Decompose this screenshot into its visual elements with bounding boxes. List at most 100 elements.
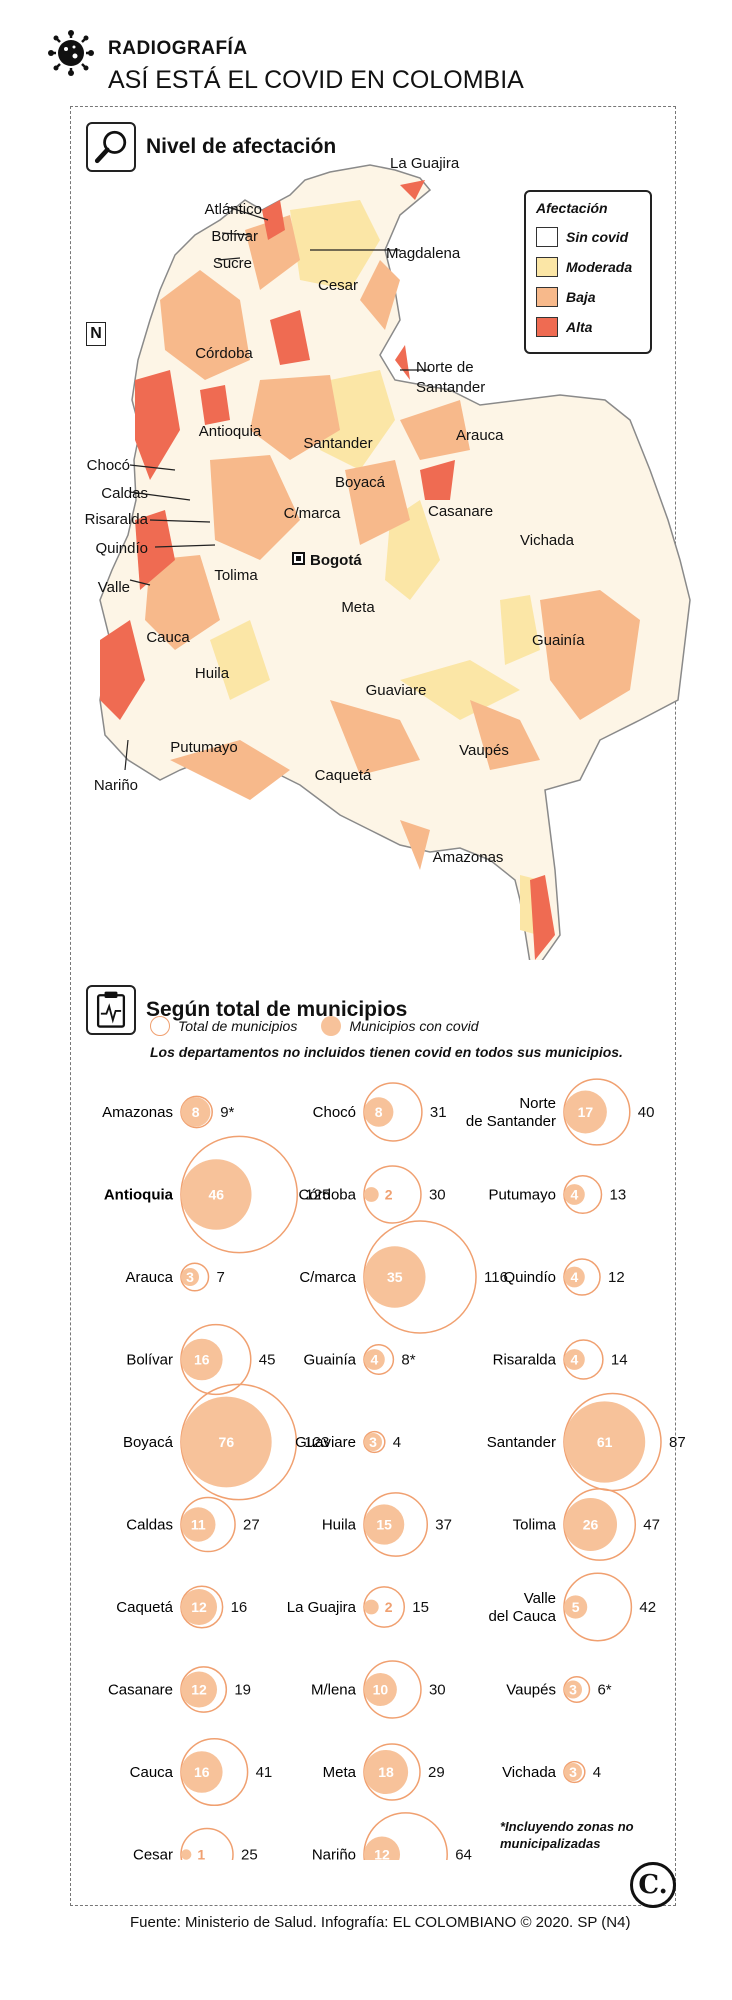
department-name: Caldas [126,1517,173,1534]
department-name: Arauca [125,1269,173,1286]
legend-swatch [536,287,558,307]
total-value: 116 [484,1269,508,1286]
department-name: M/lena [311,1682,357,1699]
covid-value: 16 [194,1352,210,1368]
department-name: Valle [524,1590,556,1607]
total-value: 7 [217,1269,225,1286]
clipboard-icon [86,985,136,1035]
total-value: 47 [643,1517,660,1534]
total-value: 19 [234,1682,251,1699]
covid-bubble [364,1836,401,1860]
covid-value: 26 [583,1517,599,1533]
map-high-areas [100,180,555,960]
covid-bubble [564,1595,588,1619]
legend-title: Afectación [536,200,608,216]
map-label: Nariño [94,777,138,794]
map-label: Santander [303,435,372,452]
department-name: Cauca [130,1764,174,1781]
covid-value: 16 [194,1764,210,1780]
covid-value: 2 [385,1187,393,1203]
total-bubble [363,1165,422,1224]
legend-item: Sin covid [536,222,640,252]
total-bubble [363,1082,423,1142]
department-name: Vaupés [506,1682,556,1699]
total-value: 29 [428,1764,445,1781]
covid-bubble [364,1749,409,1795]
covid-bubble [364,1349,385,1370]
map-label: Vaupés [459,742,509,759]
total-value: 30 [429,1187,446,1204]
department-name: Vichada [502,1764,557,1781]
total-value: 40 [638,1104,655,1121]
legend-swatch [536,257,558,277]
covid-value: 61 [597,1434,613,1450]
legend-covid-label: Municipios con covid [349,1018,479,1034]
covid-value: 15 [376,1517,392,1533]
covid-bubble [564,1680,583,1699]
covid-value: 5 [572,1599,580,1615]
department-name: Meta [323,1764,357,1781]
total-value: 123 [304,1434,329,1451]
map-section-header: Nivel de afectación [86,122,336,172]
total-bubble [363,1660,422,1719]
department-name: Risaralda [493,1352,557,1369]
covid-value: 4 [571,1187,579,1203]
total-value: 25 [241,1847,258,1861]
legend-swatch [536,227,558,247]
covid-bubble [564,1497,618,1552]
total-value: 42 [639,1599,656,1616]
map-label: Cesar [318,277,358,294]
map-label: Boyacá [335,474,386,491]
map-label: Chocó [87,457,130,474]
map-legend: Afectación Sin covid Moderada Baja Alta [524,190,652,354]
department-name: de Santander [466,1113,556,1130]
total-bubble [180,1323,252,1396]
map-label: La Guajira [390,155,460,172]
covid-value: 35 [387,1269,403,1285]
map-label: Caquetá [315,767,372,784]
map-label: Guaviare [366,682,427,699]
department-name: Huila [322,1517,357,1534]
map-label: Quindío [95,540,148,557]
covid-bubble [364,1246,426,1308]
total-value: 8* [401,1352,415,1369]
covid-value: 12 [374,1847,390,1861]
total-bubble [180,1262,210,1292]
covid-bubble [364,1097,394,1127]
map-label: Casanare [428,503,493,520]
total-legend-circle [150,1016,170,1036]
department-name: Nariño [312,1847,356,1861]
department-name: Santander [487,1434,556,1451]
capital-label: Bogotá [310,552,362,569]
covid-bubble [564,1401,646,1483]
covid-value: 1 [197,1847,205,1861]
covid-value: 12 [191,1682,207,1698]
map-label: Valle [98,579,130,596]
total-bubble [563,1572,633,1642]
total-bubble [563,1175,603,1214]
covid-bubble [364,1432,383,1452]
total-bubble [180,1737,249,1807]
magnifier-icon [86,122,136,172]
total-bubble [363,1743,421,1801]
map-label: Bolívar [211,228,258,245]
bubble-section-header: Según total de municipios [86,985,407,1035]
legend-item: Baja [536,282,640,312]
department-name: La Guajira [287,1599,357,1616]
covid-bubble [181,1396,272,1488]
map-section-title: Nivel de afectación [146,135,337,158]
map-label: Meta [341,599,375,616]
covid-value: 3 [369,1434,377,1450]
covid-value: 18 [378,1764,394,1780]
map-label: Cauca [146,629,190,646]
department-name: Casanare [108,1682,173,1699]
covid-value: 76 [219,1434,235,1450]
total-value: 9* [220,1104,234,1121]
map-label: Vichada [520,532,575,549]
total-value: 16 [231,1599,248,1616]
covid-value: 8 [375,1104,383,1120]
total-bubble [363,1586,406,1628]
covid-bubble [564,1090,607,1134]
map-moderate-areas [185,200,540,935]
department-name: Antioquia [104,1187,174,1204]
